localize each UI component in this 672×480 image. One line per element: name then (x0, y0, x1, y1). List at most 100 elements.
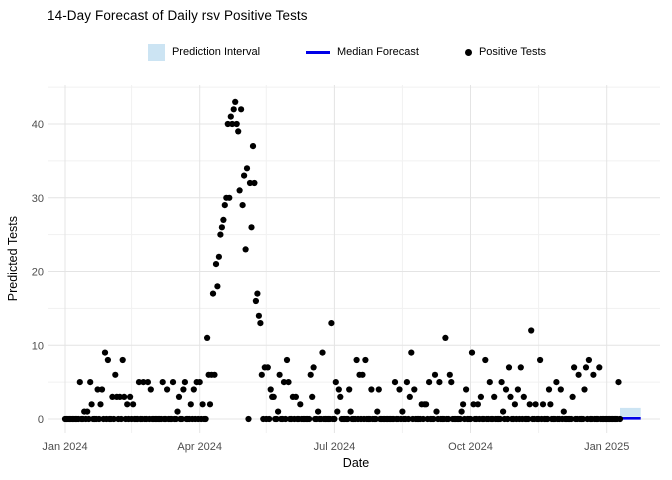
data-point (241, 172, 248, 179)
data-point (254, 290, 261, 297)
data-point (255, 312, 262, 319)
data-point (426, 379, 433, 386)
data-point (575, 371, 582, 378)
data-point (140, 379, 147, 386)
data-point (399, 408, 406, 415)
x-tick-label: Apr 2024 (177, 441, 222, 453)
x-tick-label: Jan 2024 (42, 441, 87, 453)
data-point (502, 386, 510, 393)
data-point (282, 415, 289, 423)
data-point (270, 393, 277, 400)
data-point (218, 224, 225, 231)
data-point (582, 364, 590, 371)
data-point (436, 379, 443, 386)
data-point (249, 143, 257, 150)
data-point (498, 379, 505, 386)
data-point (403, 379, 410, 386)
data-point (258, 371, 265, 378)
data-point (264, 364, 271, 371)
data-point (224, 120, 231, 128)
data-point (315, 408, 322, 415)
data-point (104, 356, 111, 364)
legend-label: Median Forecast (337, 46, 419, 58)
data-point (528, 327, 535, 334)
data-point (526, 401, 533, 408)
data-point (119, 356, 126, 364)
data-point (408, 349, 415, 356)
data-point (292, 393, 299, 400)
y-tick-label: 10 (32, 340, 44, 352)
data-point (124, 401, 131, 408)
data-point (615, 379, 622, 386)
data-point (500, 408, 507, 415)
y-tick-label: 0 (38, 414, 44, 426)
data-point (310, 364, 317, 371)
data-point (214, 283, 221, 290)
data-point (430, 415, 437, 423)
data-point (474, 401, 481, 408)
data-point (445, 415, 452, 423)
data-point (101, 349, 109, 356)
data-point (571, 364, 578, 371)
data-point (446, 371, 453, 378)
data-point (238, 106, 245, 113)
data-point (130, 401, 137, 408)
data-point (144, 379, 151, 386)
y-tick-label: 20 (32, 267, 44, 279)
data-point (353, 356, 360, 364)
data-point (248, 224, 255, 231)
data-point (112, 371, 119, 378)
data-point (211, 371, 218, 378)
legend-item-positive-tests: Positive Tests (464, 46, 547, 58)
data-point (109, 393, 116, 400)
data-point (309, 393, 316, 400)
data-point (180, 386, 187, 393)
chart-title: 14-Day Forecast of Daily rsv Positive Te… (47, 8, 308, 23)
data-point (532, 401, 539, 408)
positive-tests-dot-icon (464, 48, 472, 56)
data-point (217, 231, 224, 238)
data-point (88, 401, 95, 408)
data-point (335, 386, 342, 393)
legend-label: Prediction Interval (171, 46, 261, 58)
data-point (230, 106, 237, 113)
legend-item-prediction-interval: Prediction Interval (147, 43, 261, 61)
data-point (242, 246, 249, 253)
data-point (511, 401, 518, 408)
data-point (374, 408, 381, 415)
data-point (276, 371, 283, 378)
data-point (297, 401, 304, 408)
data-point (405, 415, 412, 423)
data-point (486, 379, 493, 386)
data-point (239, 202, 246, 209)
data-point (520, 393, 527, 400)
x-tick-label: Jan 2025 (584, 441, 629, 453)
data-point (275, 408, 282, 415)
data-point (280, 379, 288, 386)
data-point (547, 401, 554, 408)
data-point (267, 386, 274, 393)
data-point (463, 386, 470, 393)
data-point (233, 120, 240, 128)
data-point (172, 415, 180, 423)
data-point (468, 349, 476, 356)
data-point (84, 408, 91, 415)
data-point (460, 401, 467, 408)
legend-item-median-forecast: Median Forecast (306, 46, 419, 58)
y-tick-label: 30 (32, 193, 44, 205)
data-point (190, 386, 197, 393)
data-point (433, 408, 440, 415)
data-point (236, 187, 243, 194)
data-point (215, 253, 222, 260)
data-point (557, 386, 564, 393)
data-point (458, 408, 465, 415)
data-point (514, 386, 522, 393)
x-tick-label: Oct 2024 (448, 441, 493, 453)
data-point (477, 393, 484, 400)
data-point (448, 379, 455, 386)
data-point (375, 386, 382, 393)
data-point (187, 401, 194, 408)
data-point (596, 364, 603, 371)
legend-label: Positive Tests (478, 46, 547, 58)
data-point (306, 415, 313, 423)
